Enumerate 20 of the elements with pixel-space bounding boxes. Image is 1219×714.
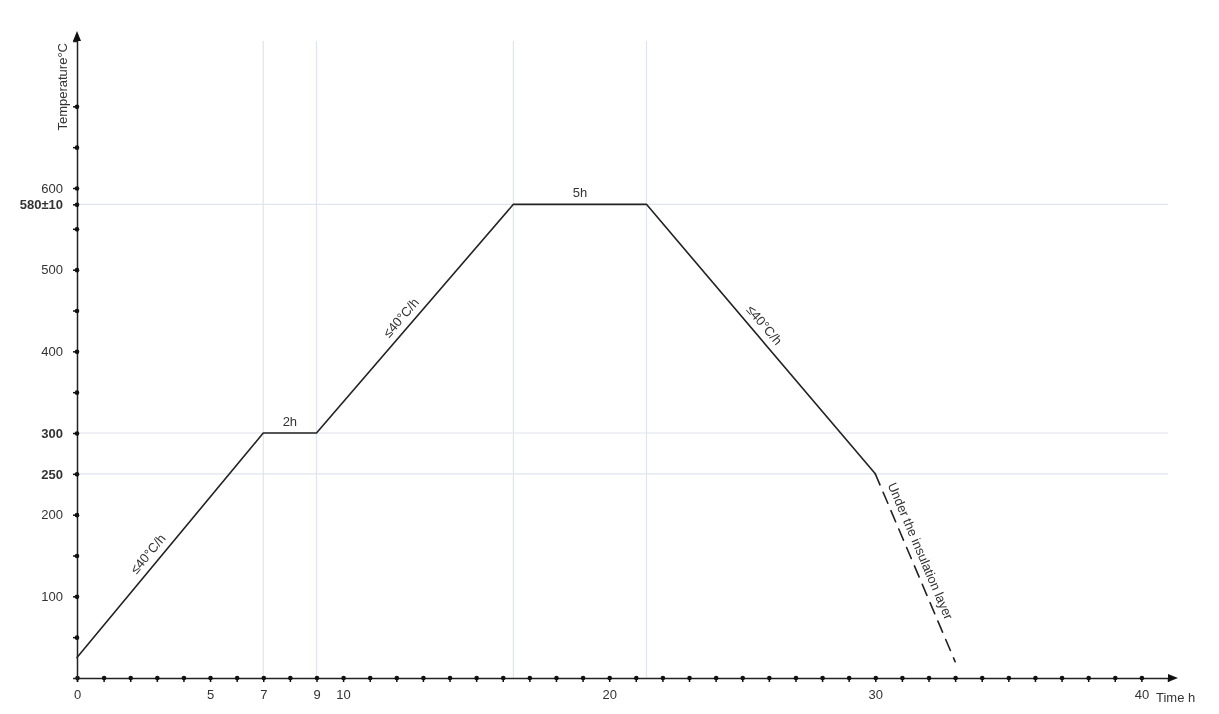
y-axis-title: Temperature°C xyxy=(55,43,70,131)
y-tick-label: 500 xyxy=(41,262,63,278)
y-tick-label: 400 xyxy=(41,343,63,359)
x-tick-label: 9 xyxy=(313,687,321,703)
x-tick-label: 20 xyxy=(602,687,617,703)
y-tick-label: 580±10 xyxy=(19,196,63,212)
x-tick-label: 10 xyxy=(336,687,351,703)
y-tick-label: 600 xyxy=(41,180,63,196)
y-tick-label: 200 xyxy=(41,507,63,523)
y-tick-label: 250 xyxy=(41,466,63,482)
x-tick-label: 40 xyxy=(1134,687,1150,703)
x-tick-label: 0 xyxy=(73,687,82,703)
annotation: 2h xyxy=(282,414,298,429)
x-tick-label: 30 xyxy=(868,687,884,703)
y-tick-label: 100 xyxy=(41,588,63,604)
x-axis-title: Time h xyxy=(1156,690,1196,705)
x-tick-label: 7 xyxy=(260,687,268,703)
y-tick-label: 300 xyxy=(41,425,63,441)
annotation: 5h xyxy=(572,185,588,201)
x-tick-label: 5 xyxy=(206,687,215,703)
